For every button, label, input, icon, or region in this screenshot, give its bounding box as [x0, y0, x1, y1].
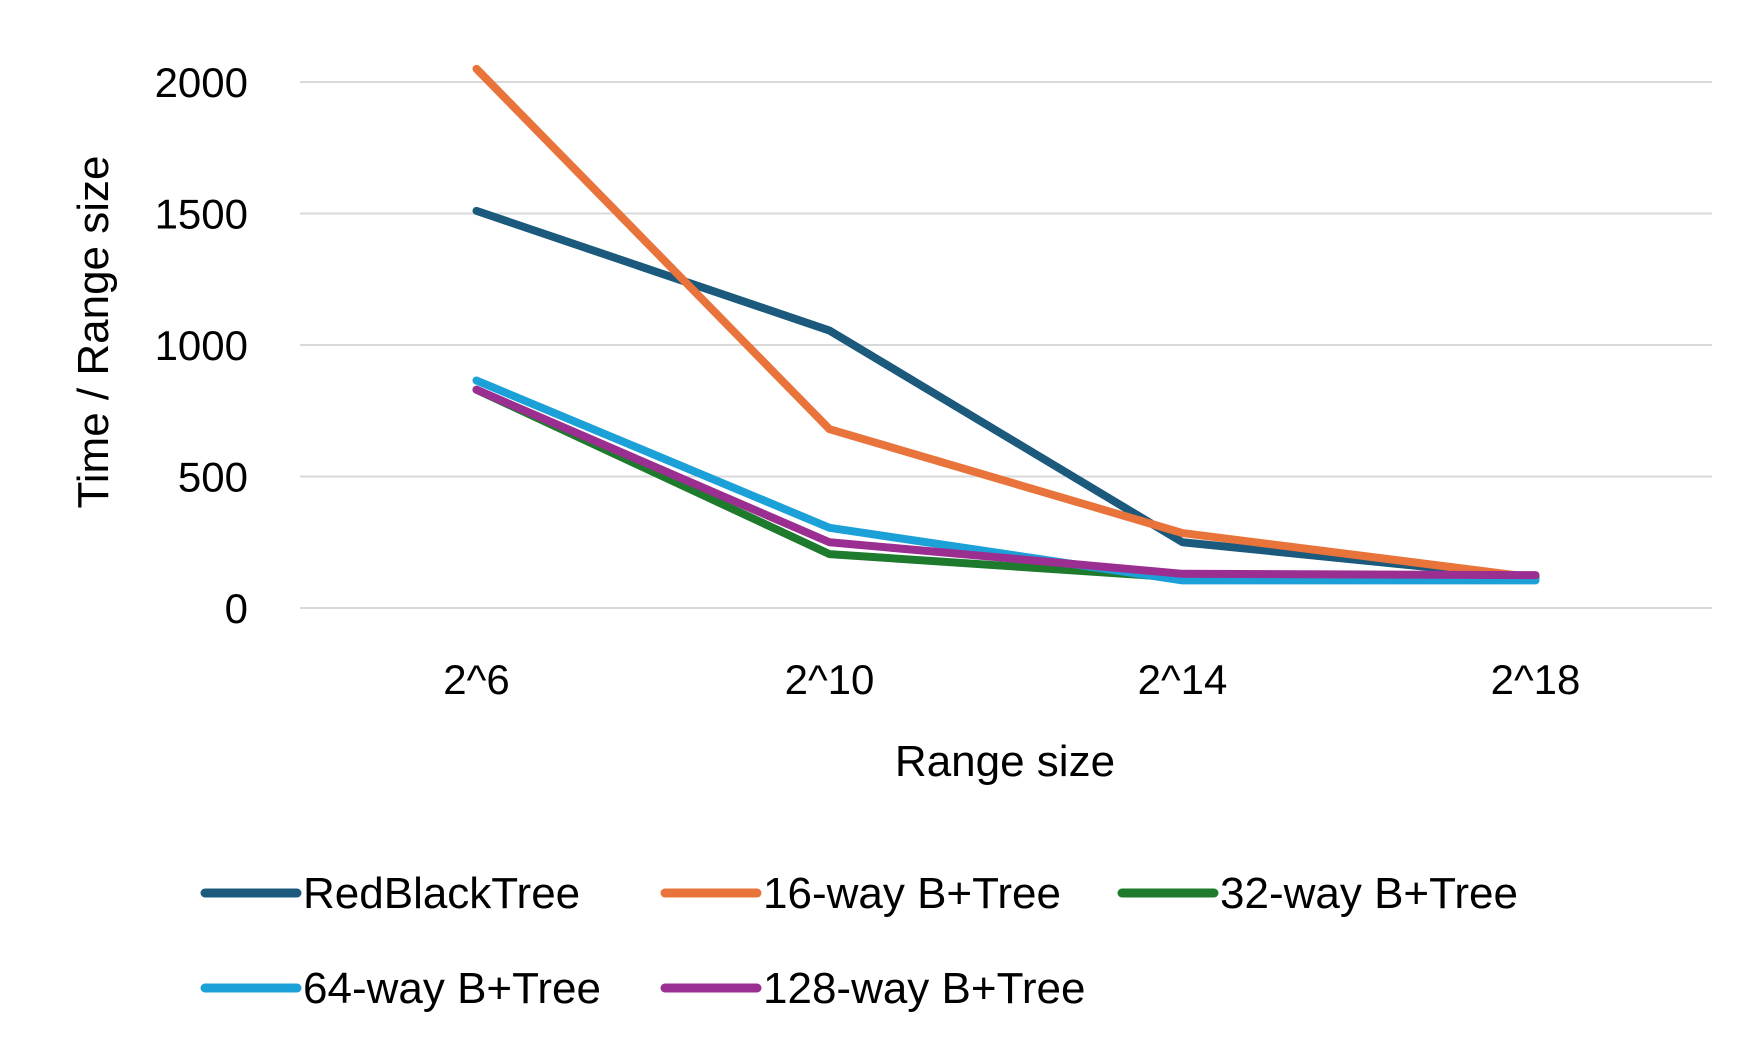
- legend-item: 128-way B+Tree: [660, 964, 1085, 1013]
- series-line-redblacktree: [472, 206, 1540, 582]
- series-line-128-way-b-tree: [472, 385, 1540, 580]
- gridlines: [300, 81, 1712, 609]
- y-axis-title: Time / Range size: [69, 156, 118, 509]
- legend-label: 16-way B+Tree: [763, 869, 1061, 918]
- legend-item: 16-way B+Tree: [660, 869, 1061, 918]
- x-tick-label: 2^18: [1491, 656, 1581, 703]
- y-tick-label: 500: [178, 454, 248, 501]
- x-tick-label: 2^10: [785, 656, 875, 703]
- legend-label: 128-way B+Tree: [763, 964, 1085, 1013]
- legend-label: 64-way B+Tree: [303, 964, 601, 1013]
- series-line-16-way-b-tree: [472, 64, 1540, 582]
- y-tick-labels: 0 500 1000 1500 2000: [155, 59, 248, 632]
- x-axis-title: Range size: [895, 737, 1115, 786]
- y-tick-label: 2000: [155, 59, 248, 106]
- y-tick-label: 1000: [155, 322, 248, 369]
- x-tick-label: 2^6: [443, 656, 509, 703]
- legend-item: RedBlackTree: [200, 869, 580, 918]
- legend: RedBlackTree 16-way B+Tree 32-way B+Tree 64…: [200, 869, 1518, 1013]
- legend-label: 32-way B+Tree: [1220, 869, 1518, 918]
- legend-item: 64-way B+Tree: [200, 964, 601, 1013]
- series-lines: [472, 64, 1540, 585]
- legend-label: RedBlackTree: [303, 869, 580, 918]
- y-tick-label: 0: [225, 585, 248, 632]
- x-tick-labels: 2^6 2^10 2^14 2^18: [443, 656, 1580, 703]
- legend-item: 32-way B+Tree: [1117, 869, 1518, 918]
- y-tick-label: 1500: [155, 191, 248, 238]
- x-tick-label: 2^14: [1138, 656, 1228, 703]
